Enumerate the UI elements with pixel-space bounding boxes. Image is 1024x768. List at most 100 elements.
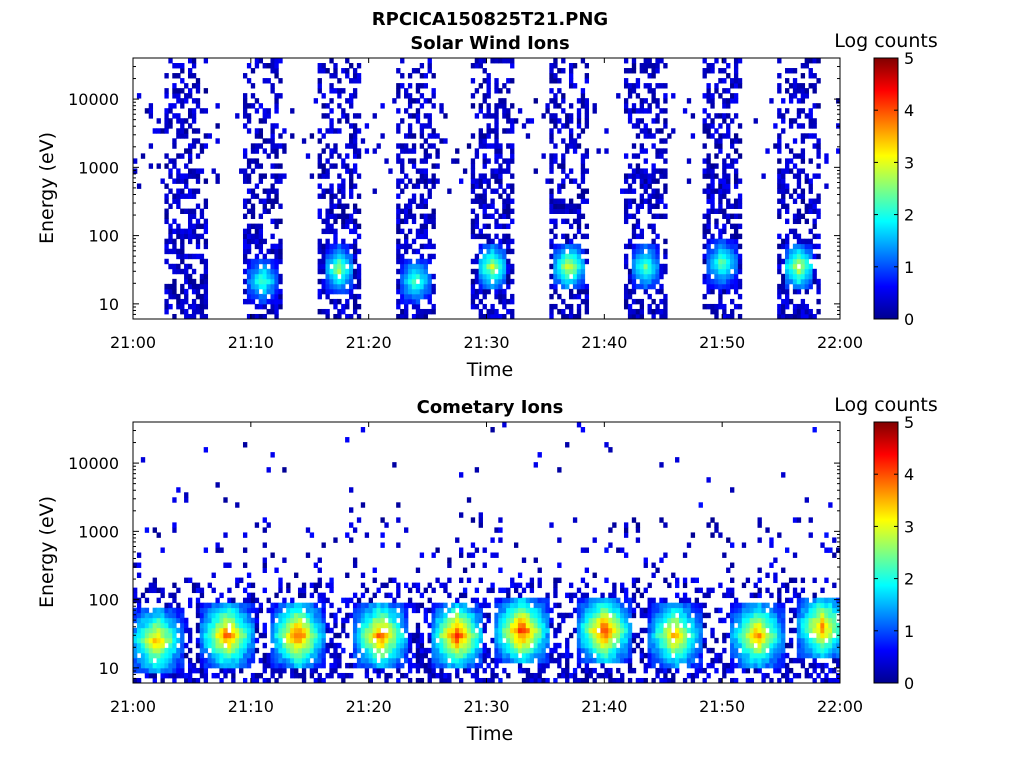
spectrogram-cell — [203, 108, 209, 114]
spectrogram-cell — [168, 657, 173, 664]
spectrogram-cell — [250, 602, 256, 609]
spectrogram-cell — [184, 622, 189, 629]
spectrogram-cell — [494, 188, 499, 194]
spectrogram-cell — [588, 602, 593, 609]
spectrogram-cell — [494, 158, 499, 164]
spectrogram-cell — [513, 632, 519, 639]
spectrogram-cell — [561, 667, 566, 674]
spectrogram-cell — [407, 203, 413, 209]
spectrogram-cell — [733, 268, 739, 275]
spectrogram-cell — [635, 218, 641, 225]
spectrogram-cell — [572, 253, 578, 260]
spectrogram-cell — [800, 63, 806, 69]
spectrogram-cell — [537, 577, 542, 584]
spectrogram-cell — [792, 198, 798, 204]
spectrogram-cell — [576, 647, 582, 654]
x-tick-label: 21:30 — [463, 333, 509, 352]
spectrogram-cell — [584, 308, 590, 315]
spectrogram-cell — [596, 602, 601, 609]
spectrogram-cell — [419, 268, 425, 275]
spectrogram-cell — [777, 183, 782, 189]
spectrogram-cell — [459, 642, 464, 649]
spectrogram-cell — [152, 587, 157, 594]
spectrogram-cell — [600, 662, 605, 669]
spectrogram-cell — [482, 562, 487, 568]
spectrogram-cell — [722, 163, 727, 169]
spectrogram-cell — [812, 73, 817, 79]
spectrogram-cell — [172, 63, 177, 69]
spectrogram-cell — [152, 612, 157, 619]
spectrogram-cell — [565, 442, 570, 448]
spectrogram-cell — [195, 657, 201, 664]
spectrogram-cell — [663, 63, 668, 69]
spectrogram-cell — [207, 612, 212, 619]
spectrogram-cell — [781, 283, 786, 290]
spectrogram-cell — [352, 88, 358, 94]
spectrogram-cell — [172, 138, 177, 144]
spectrogram-cell — [219, 657, 224, 664]
spectrogram-cell — [427, 632, 432, 639]
spectrogram-cell — [164, 183, 169, 189]
spectrogram-cell — [804, 263, 809, 270]
spectrogram-cell — [254, 288, 260, 295]
spectrogram-cell — [804, 208, 809, 214]
spectrogram-cell — [482, 273, 487, 280]
spectrogram-cell — [431, 253, 436, 260]
spectrogram-cell — [631, 178, 637, 184]
spectrogram-cell — [242, 627, 248, 634]
spectrogram-cell — [592, 642, 597, 649]
spectrogram-cell — [663, 293, 668, 300]
spectrogram-cell — [388, 592, 393, 599]
spectrogram-cell — [368, 647, 373, 654]
spectrogram-cell — [643, 662, 648, 669]
spectrogram-cell — [675, 627, 680, 634]
spectrogram-cell — [270, 68, 275, 74]
spectrogram-cell — [356, 268, 362, 275]
spectrogram-cell — [411, 293, 417, 300]
spectrogram-cell — [788, 258, 794, 265]
spectrogram-cell — [203, 218, 209, 225]
spectrogram-cell — [659, 83, 664, 89]
spectrogram-cell — [423, 183, 428, 189]
spectrogram-cell — [525, 637, 531, 644]
spectrogram-cell — [286, 617, 291, 624]
spectrogram-cell — [490, 283, 495, 290]
spectrogram-cell — [510, 597, 515, 604]
x-tick-label: 21:00 — [110, 333, 156, 352]
spectrogram-cell — [812, 253, 817, 260]
spectrogram-cell — [568, 293, 574, 300]
spectrogram-cell — [140, 662, 146, 669]
spectrogram-cell — [682, 677, 688, 684]
spectrogram-cell — [486, 213, 491, 220]
spectrogram-cell — [207, 617, 212, 624]
spectrogram-cell — [305, 617, 311, 624]
spectrogram-cell — [176, 487, 181, 493]
spectrogram-cell — [250, 193, 256, 199]
spectrogram-cell — [639, 278, 645, 285]
spectrogram-cell — [686, 627, 692, 634]
spectrogram-cell — [718, 183, 723, 189]
spectrogram-cell — [655, 233, 660, 240]
spectrogram-cell — [400, 258, 405, 265]
spectrogram-cell — [623, 68, 629, 74]
spectrogram-cell — [549, 203, 554, 209]
spectrogram-cell — [317, 557, 322, 563]
spectrogram-cell — [258, 313, 264, 320]
spectrogram-cell — [506, 248, 511, 255]
spectrogram-cell — [604, 148, 609, 154]
spectrogram-cell — [419, 233, 425, 240]
spectrogram-cell — [172, 238, 177, 245]
spectrogram-cell — [506, 647, 511, 654]
spectrogram-cell — [792, 188, 798, 194]
spectrogram-cell — [510, 128, 515, 134]
spectrogram-cell — [286, 587, 291, 594]
spectrogram-cell — [726, 173, 731, 179]
spectrogram-cell — [352, 208, 358, 214]
spectrogram-cell — [521, 637, 527, 644]
spectrogram-cell — [478, 612, 483, 619]
spectrogram-cell — [274, 652, 279, 659]
spectrogram-cell — [706, 213, 711, 220]
spectrogram-cell — [620, 632, 625, 639]
spectrogram-cell — [549, 98, 554, 104]
spectrogram-cell — [726, 123, 731, 129]
